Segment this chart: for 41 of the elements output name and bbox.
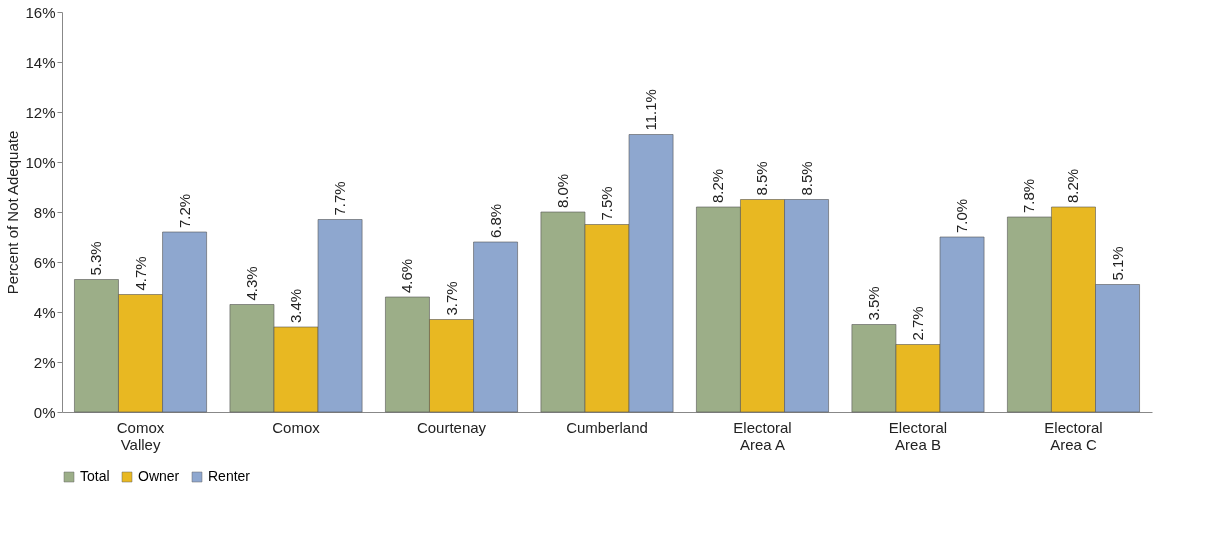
x-tick-label: Comox Valley <box>116 418 165 453</box>
data-label: 8.2% <box>1064 168 1082 203</box>
y-tick-label: 10% <box>25 153 56 171</box>
data-label: 7.5% <box>598 186 615 221</box>
data-label: 3.7% <box>442 281 460 316</box>
data-label: 5.1% <box>1108 246 1126 281</box>
data-label: 3.5% <box>864 286 882 321</box>
y-tick-label: 16% <box>25 3 56 21</box>
data-label: 7.7% <box>331 181 349 216</box>
legend-label: Renter <box>208 468 251 484</box>
y-tick-label: 14% <box>25 53 56 71</box>
y-tick-label: 6% <box>33 253 56 271</box>
data-label: 7.8% <box>1020 178 1038 213</box>
data-label: 4.6% <box>398 258 416 293</box>
legend-label: Owner <box>138 468 180 484</box>
data-label: 8.0% <box>553 173 571 208</box>
x-tick-label: Electoral Area C <box>1044 418 1103 453</box>
x-tick-label: Comox <box>272 418 321 436</box>
data-label: 6.8% <box>486 203 504 238</box>
data-label: 4.7% <box>131 256 149 291</box>
data-label: 4.3% <box>242 266 260 301</box>
data-label: 7.0% <box>953 198 971 233</box>
x-tick-label: Courtenay <box>416 418 487 436</box>
x-tick-label: Electoral Area B <box>888 418 948 453</box>
y-tick-label: 0% <box>33 403 56 421</box>
x-tick-label: Electoral Area A <box>733 418 792 453</box>
x-tick-label: Cumberland <box>566 418 648 436</box>
data-label: 5.3% <box>87 241 105 276</box>
y-tick-label: 4% <box>33 303 56 321</box>
data-label: 8.2% <box>709 168 727 203</box>
data-label: 11.1% <box>642 89 660 131</box>
y-tick-label: 2% <box>33 353 56 371</box>
y-axis-title: Percent of Not Adequate <box>4 130 22 295</box>
legend-label: Total <box>80 468 110 484</box>
data-label: 3.4% <box>287 288 305 323</box>
y-tick-label: 12% <box>25 103 56 121</box>
data-label: 8.5% <box>753 161 771 196</box>
data-label: 8.5% <box>797 161 815 196</box>
data-label: 2.7% <box>908 306 926 341</box>
y-tick-label: 8% <box>33 203 56 221</box>
data-label: 7.2% <box>175 193 193 228</box>
